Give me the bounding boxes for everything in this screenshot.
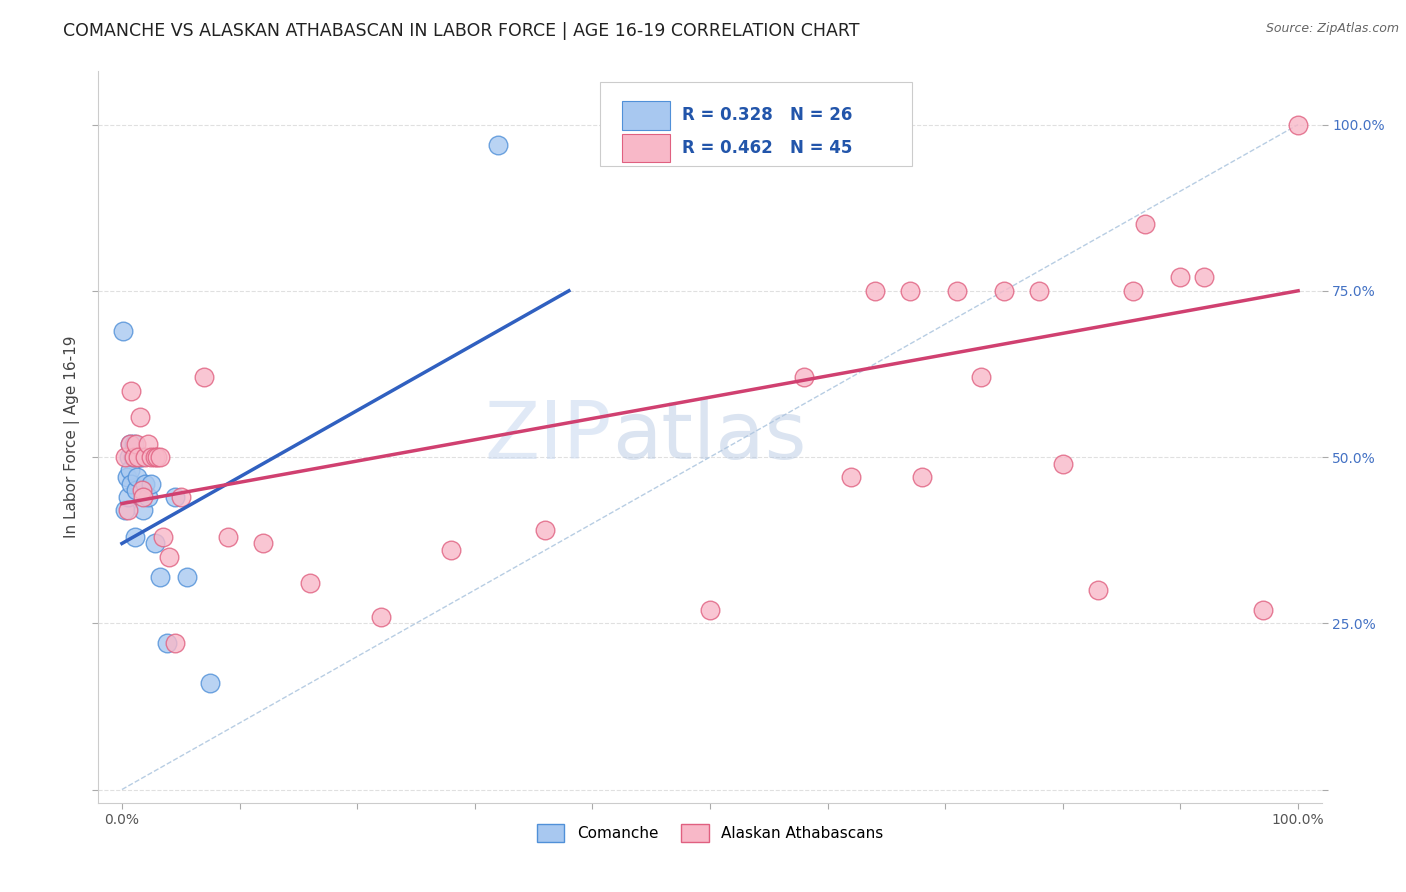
- Point: [440, 543, 463, 558]
- Point: [118, 450, 141, 464]
- Point: [114, 503, 136, 517]
- Text: Source: ZipAtlas.com: Source: ZipAtlas.com: [1265, 22, 1399, 36]
- Point: [993, 284, 1015, 298]
- Point: [1170, 270, 1192, 285]
- Point: [120, 463, 142, 477]
- Point: [534, 523, 557, 537]
- Point: [120, 476, 142, 491]
- Point: [125, 483, 148, 498]
- Point: [115, 470, 138, 484]
- FancyBboxPatch shape: [621, 134, 669, 162]
- Point: [125, 436, 148, 450]
- Point: [117, 490, 139, 504]
- Point: [1122, 284, 1144, 298]
- Point: [143, 536, 166, 550]
- Point: [136, 490, 159, 504]
- Point: [839, 470, 862, 484]
- Point: [121, 450, 143, 464]
- Point: [946, 284, 969, 298]
- Point: [1192, 270, 1215, 285]
- Point: [863, 284, 886, 298]
- Text: ZIP: ZIP: [485, 398, 612, 476]
- Point: [156, 636, 179, 650]
- FancyBboxPatch shape: [621, 101, 669, 129]
- Point: [127, 450, 149, 464]
- Point: [122, 450, 145, 464]
- Legend: Comanche, Alaskan Athabascans: Comanche, Alaskan Athabascans: [529, 816, 891, 850]
- Point: [134, 450, 156, 464]
- Text: atlas: atlas: [612, 398, 807, 476]
- Point: [198, 676, 221, 690]
- Point: [370, 609, 392, 624]
- Point: [120, 436, 142, 450]
- Point: [170, 490, 193, 504]
- Point: [143, 450, 166, 464]
- Point: [117, 503, 139, 517]
- Point: [128, 450, 150, 464]
- Point: [128, 410, 150, 425]
- Point: [122, 436, 145, 450]
- FancyBboxPatch shape: [600, 82, 912, 167]
- Point: [898, 284, 921, 298]
- Point: [699, 603, 721, 617]
- Point: [120, 384, 142, 398]
- Point: [1087, 582, 1109, 597]
- Point: [299, 576, 322, 591]
- Point: [120, 436, 142, 450]
- Point: [114, 450, 136, 464]
- Point: [193, 370, 215, 384]
- Point: [146, 450, 169, 464]
- Point: [157, 549, 180, 564]
- Point: [969, 370, 991, 384]
- Point: [134, 476, 156, 491]
- Point: [1028, 284, 1050, 298]
- Point: [911, 470, 934, 484]
- Point: [127, 470, 149, 484]
- Point: [1135, 217, 1157, 231]
- Point: [152, 530, 174, 544]
- Point: [486, 137, 509, 152]
- Point: [129, 450, 152, 464]
- Point: [124, 530, 146, 544]
- Point: [149, 450, 172, 464]
- Point: [149, 570, 172, 584]
- Point: [163, 490, 186, 504]
- Point: [176, 570, 198, 584]
- Point: [1052, 457, 1074, 471]
- Point: [132, 503, 155, 517]
- Text: COMANCHE VS ALASKAN ATHABASCAN IN LABOR FORCE | AGE 16-19 CORRELATION CHART: COMANCHE VS ALASKAN ATHABASCAN IN LABOR …: [63, 22, 860, 40]
- Point: [217, 530, 239, 544]
- Point: [252, 536, 274, 550]
- Text: R = 0.328   N = 26: R = 0.328 N = 26: [682, 106, 852, 124]
- Point: [163, 636, 186, 650]
- Point: [141, 450, 163, 464]
- Point: [132, 490, 155, 504]
- Point: [1286, 118, 1309, 132]
- Point: [141, 476, 163, 491]
- Point: [112, 324, 135, 338]
- Point: [793, 370, 815, 384]
- Point: [131, 483, 153, 498]
- Text: R = 0.462   N = 45: R = 0.462 N = 45: [682, 139, 852, 157]
- Y-axis label: In Labor Force | Age 16-19: In Labor Force | Age 16-19: [63, 335, 80, 539]
- Point: [1251, 603, 1274, 617]
- Point: [136, 436, 159, 450]
